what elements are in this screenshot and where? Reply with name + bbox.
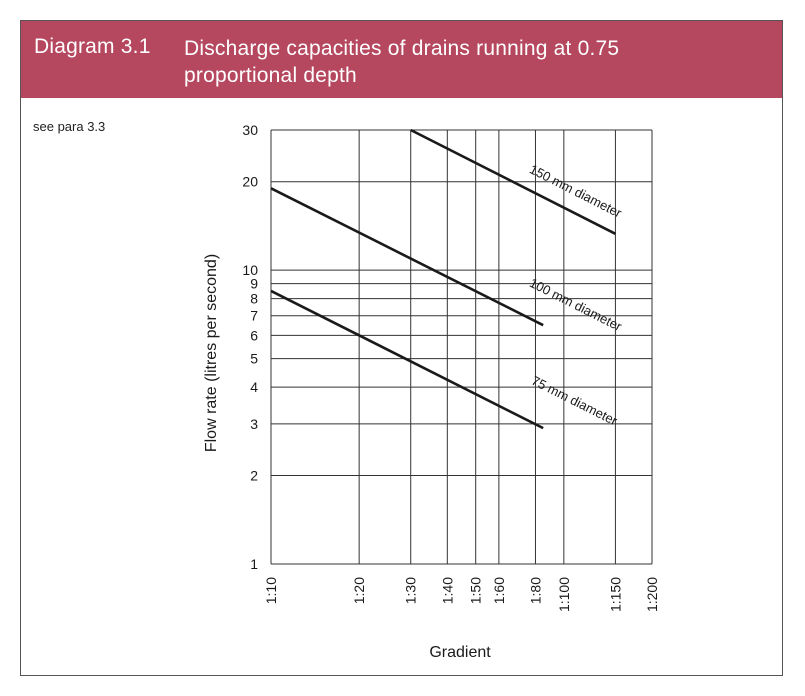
- y-tick-label: 10: [242, 262, 258, 278]
- y-tick-label: 3: [250, 416, 258, 432]
- y-tick-label: 8: [250, 291, 258, 307]
- series-label: 150 mm diameter: [527, 161, 625, 220]
- reference-note: see para 3.3: [33, 119, 106, 134]
- y-axis-title: Flow rate (litres per second): [203, 254, 220, 452]
- x-tick-label: 1:50: [468, 577, 484, 604]
- x-tick-label: 1:200: [644, 577, 660, 612]
- y-tick-label: 1: [250, 556, 258, 572]
- x-tick-labels: 1:10 1:20 1:30 1:40 1:50 1:60 1:80 1:100 1:150 1:…: [263, 577, 660, 612]
- diagram-number: Diagram 3.1: [34, 35, 151, 58]
- chart-series: [270, 128, 617, 430]
- x-tick-label: 1:20: [351, 577, 367, 604]
- y-tick-label: 2: [250, 468, 258, 484]
- series-line: [410, 128, 617, 235]
- diagram-title-line-1: Discharge capacities of drains running a…: [184, 37, 620, 60]
- x-tick-label: 1:60: [491, 577, 507, 604]
- y-tick-label: 7: [250, 308, 258, 324]
- x-tick-label: 1:100: [556, 577, 572, 612]
- x-tick-label: 1:40: [439, 577, 455, 604]
- series-label: 75 mm diameter: [529, 373, 620, 429]
- diagram-title: Discharge capacities of drains running a…: [184, 35, 744, 89]
- x-tick-label: 1:80: [527, 577, 543, 604]
- y-tick-label: 5: [250, 351, 258, 367]
- diagram-title-line-2: proportional depth: [184, 64, 357, 87]
- x-tick-label: 1:150: [607, 577, 623, 612]
- x-tick-label: 1:30: [403, 577, 419, 604]
- y-tick-label: 9: [250, 276, 258, 292]
- diagram-frame: Diagram 3.1 Discharge capacities of drai…: [20, 20, 783, 676]
- x-tick-label: 1:10: [263, 577, 279, 604]
- series-line: [270, 187, 544, 327]
- series-line: [270, 289, 544, 430]
- title-banner: Diagram 3.1 Discharge capacities of drai…: [21, 21, 782, 98]
- y-tick-label: 4: [250, 379, 258, 395]
- y-tick-label: 20: [242, 174, 258, 190]
- x-axis-title: Gradient: [429, 644, 491, 661]
- y-tick-label: 30: [242, 122, 258, 138]
- y-tick-label: 6: [250, 327, 258, 343]
